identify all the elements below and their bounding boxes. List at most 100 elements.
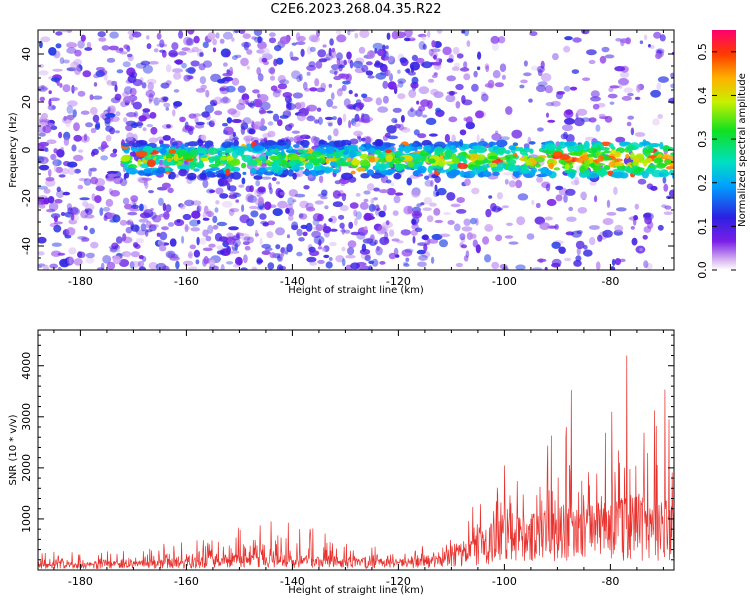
spectrogram-noise-cell [282, 92, 293, 98]
spectrogram-noise-cell [91, 148, 99, 155]
spectrogram-noise-cell [639, 40, 644, 44]
spectrogram-noise-cell [112, 255, 122, 265]
spectrogram-noise-cell [597, 234, 603, 242]
spectrogram-band-cell [333, 140, 346, 148]
spectrogram-noise-cell [609, 85, 620, 89]
spectrogram-noise-cell [626, 121, 632, 127]
snr-ticks: -180 -160 -140 -120 -100 -80 1000 2000 3000 4000 [20, 330, 674, 588]
spectrogram-noise-cell [38, 203, 46, 209]
spectrogram-noise-cell [58, 131, 63, 139]
spectrogram-noise-cell [116, 69, 124, 74]
spectrogram-band-cell [385, 154, 393, 163]
spectrogram-band-cell [288, 160, 297, 166]
spectrogram-noise-cell [204, 104, 214, 114]
spectrogram-noise-cell [114, 84, 118, 92]
spectrogram-noise-cell [365, 70, 374, 76]
spectrogram-band-cell [180, 143, 185, 150]
spectrogram-noise-cell [446, 75, 457, 82]
spectrogram-noise-cell [114, 244, 121, 250]
spectrogram-noise-cell [400, 114, 405, 123]
spectrogram-noise-cell [459, 67, 470, 72]
spectrogram-noise-cell [424, 175, 430, 180]
spectrogram-noise-cell [590, 90, 600, 98]
colorbar-label: Normalized spectral amplitude [737, 73, 748, 227]
spectrogram-band-cell [210, 166, 220, 171]
spectrogram-noise-cell [630, 226, 635, 230]
spectrogram-band-cell [488, 141, 494, 148]
spectrogram-band-cell [199, 154, 208, 158]
spectrogram-noise-cell [235, 256, 243, 266]
spectrogram-noise-cell [446, 192, 456, 201]
spectrogram-noise-cell [496, 192, 503, 200]
spectrogram-noise-cell [157, 239, 165, 247]
spectrogram-noise-cell [375, 72, 387, 80]
spectrogram-panel: -180 -160 -140 -120 -100 -80 -40 -20 0 20 40 Heigh… [8, 29, 675, 296]
spectrogram-noise-cell [648, 44, 651, 48]
spectrogram-noise-cell [38, 70, 49, 76]
y-tick-label: 2000 [20, 454, 33, 482]
spectrogram-noise-cell [349, 138, 359, 145]
spectrogram-noise-cell [322, 44, 327, 48]
spectrogram-noise-cell [615, 207, 627, 212]
spectrogram-band-cell [625, 144, 635, 152]
spectrogram-noise-cell [484, 223, 494, 232]
spectrogram-noise-cell [485, 65, 490, 73]
spectrogram-noise-cell [539, 222, 551, 231]
spectrogram-noise-cell [266, 110, 274, 114]
spectrogram-band-cell [409, 152, 422, 159]
spectrogram-band-cell [506, 158, 517, 166]
colorbar: 0.0 0.1 0.2 0.3 0.4 0.5 Normalized spectral a… [696, 30, 748, 279]
spectrogram-band-cell [264, 145, 269, 150]
spectrogram-noise-cell [179, 203, 186, 210]
spectrogram-noise-cell [461, 95, 466, 104]
spectrogram-noise-cell [102, 206, 111, 212]
spectrogram-noise-cell [652, 118, 660, 126]
spectrogram-noise-cell [536, 84, 546, 93]
spectrogram-noise-cell [423, 197, 433, 205]
spectrogram-noise-cell [48, 98, 52, 107]
spectrogram-noise-cell [53, 215, 59, 223]
spectrogram-noise-cell [132, 242, 139, 248]
colorbar-ticks: 0.0 0.1 0.2 0.3 0.4 0.5 [696, 43, 736, 279]
spectrogram-noise-cell [338, 64, 345, 69]
spectrogram-noise-cell [309, 261, 317, 266]
spectrogram-noise-cell [320, 196, 328, 200]
spectrogram-band-cell [401, 155, 413, 162]
spectrogram-noise-cell [537, 69, 543, 77]
spectrogram-noise-cell [332, 116, 337, 121]
spectrogram-noise-cell [134, 224, 139, 233]
spectrogram-band-cell [349, 150, 357, 158]
spectrogram-band-cell [643, 148, 653, 154]
spectrogram-band-cell [437, 159, 446, 167]
spectrogram-noise-cell [382, 80, 389, 89]
spectrogram-noise-cell [336, 88, 343, 97]
spectrogram-noise-cell [540, 73, 552, 82]
spectrogram-noise-cell [104, 119, 114, 123]
spectrogram-band-cell [374, 149, 382, 155]
spectrogram-noise-cell [94, 123, 101, 130]
spectrogram-noise-cell [279, 191, 286, 196]
spectrogram-band-cell [207, 156, 219, 161]
spectrogram-noise-cell [90, 127, 97, 134]
spectrogram-noise-cell [202, 217, 210, 221]
spectrogram-noise-cell [376, 245, 380, 252]
spectrogram-noise-cell [49, 97, 60, 102]
spectrogram-band-cell [317, 158, 324, 163]
spectrogram-noise-cell [324, 116, 334, 121]
spectrogram-noise-cell [38, 64, 45, 68]
spectrogram-noise-cell [261, 243, 272, 249]
spectrogram-noise-cell [613, 186, 618, 195]
chart-title: C2E6.2023.268.04.35.R22 [270, 2, 442, 17]
spectrogram-noise-cell [111, 242, 119, 250]
spectrogram-band-cell [553, 151, 563, 158]
spectrogram-noise-cell [101, 141, 108, 150]
spectrogram-noise-cell [260, 47, 270, 57]
spectrogram-noise-cell [115, 236, 123, 244]
spectrogram-noise-cell [105, 134, 112, 142]
spectrogram-noise-cell [491, 261, 500, 270]
spectrogram-noise-cell [602, 229, 613, 238]
spectrogram-band-cell [273, 166, 280, 173]
spectrogram-noise-cell [645, 263, 653, 270]
spectrogram-band-cell [328, 167, 334, 172]
spectrogram-band-cell [216, 173, 227, 177]
